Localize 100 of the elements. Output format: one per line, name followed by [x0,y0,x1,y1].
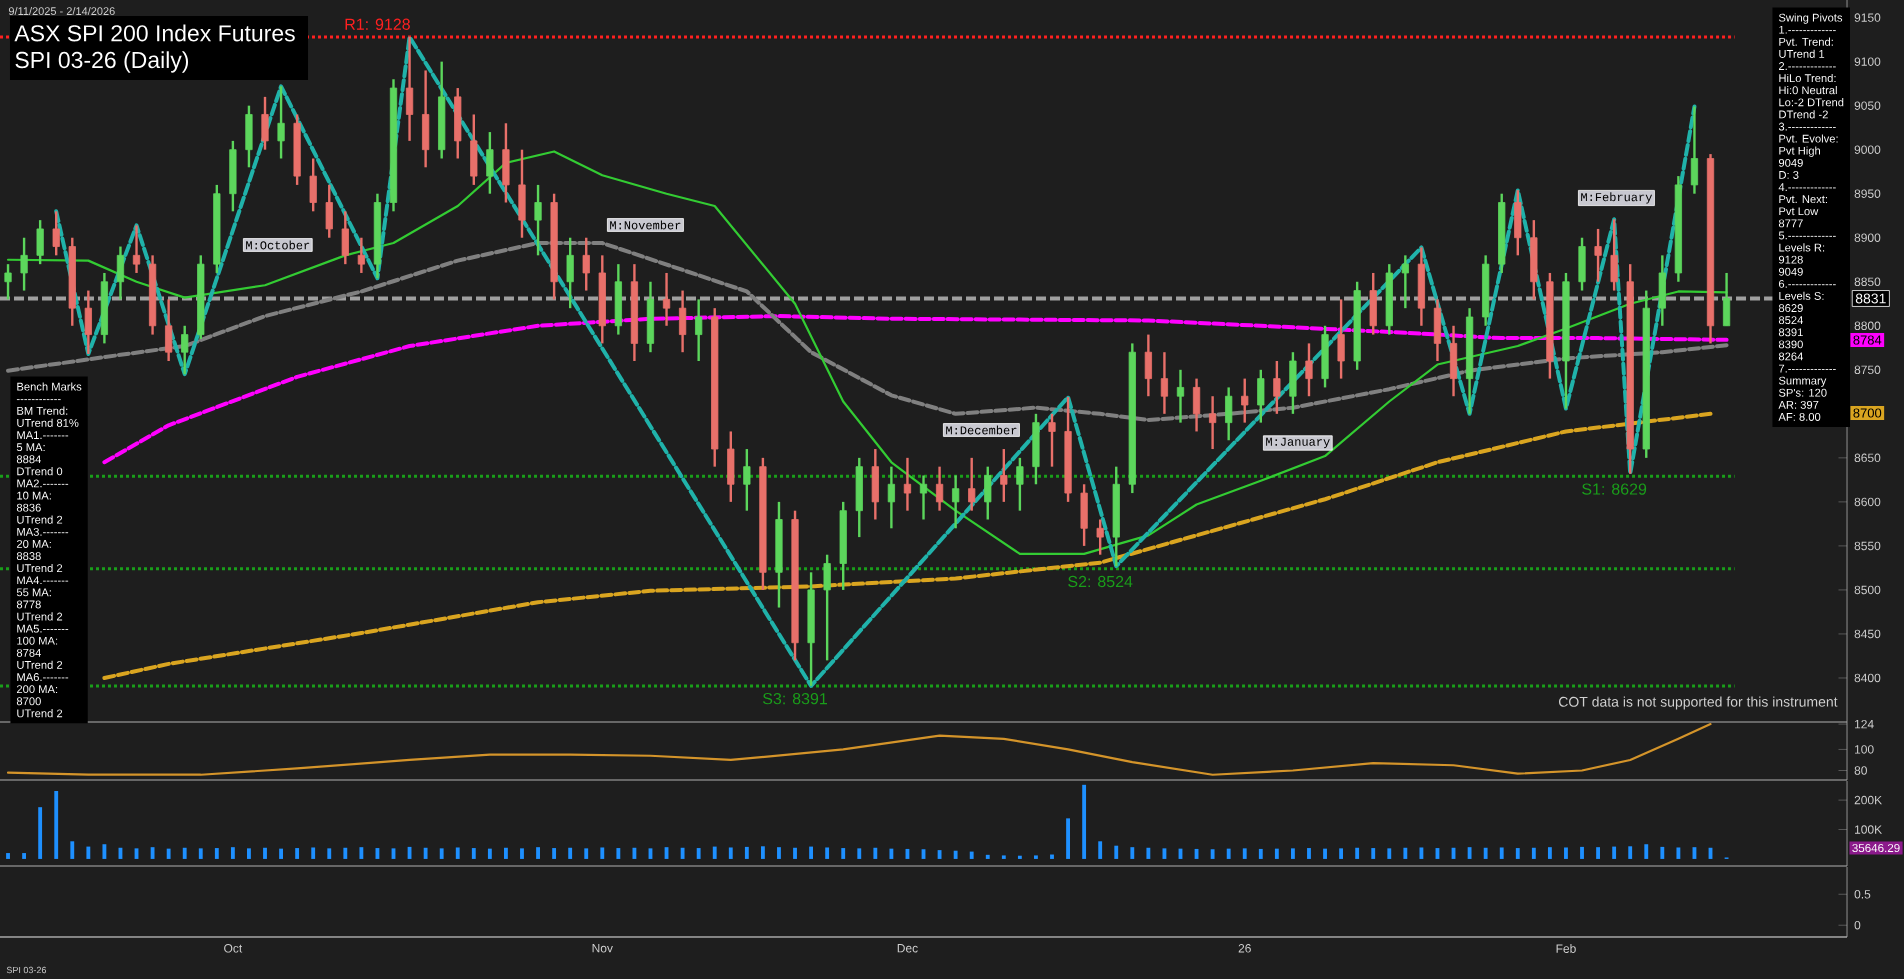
candlestick [1048,412,1056,468]
text: ASX SPI 200 Index Futures [14,24,295,42]
annotation: M:November [610,220,681,230]
annotation: MA3.------- [17,527,69,536]
annotation: MA6.------- [17,673,69,682]
candlestick [1160,351,1169,416]
y-tick-label: 124 [1855,719,1874,729]
bar [439,848,444,859]
candlestick [52,210,60,257]
annotation: 200 MA: [16,685,58,694]
line-series [6,723,1712,776]
text: 8700 [1853,408,1882,418]
bar [1082,784,1087,859]
annotation: 2.------------- [1778,62,1836,70]
candlestick [1176,368,1185,424]
bar [744,846,749,859]
x-tick-label: 26 [1238,944,1251,953]
bar [616,848,621,859]
y-tick-label: 8450 [1854,629,1881,639]
bar [520,848,524,859]
bar [777,847,781,859]
bar [1066,818,1070,859]
bar [1130,847,1135,859]
annotation: HiLo Trend: [1779,73,1836,83]
bar [487,848,492,859]
text: 35646.29 [1852,843,1900,853]
annotation: 8390 [1778,340,1803,349]
bar [568,847,573,859]
bar [1034,855,1038,859]
bar [1050,854,1054,859]
text: 8784 [1853,335,1882,345]
bar [1017,855,1022,859]
annotation: M:January [1266,437,1330,449]
candlestick [132,224,141,275]
y-tick-label: 0.5 [1854,890,1871,899]
y-tick-label: 100 [1855,745,1874,754]
bar [760,846,765,859]
bar [937,850,942,859]
bar [969,851,974,859]
bar [70,841,75,859]
bar [343,847,348,859]
bar [1531,847,1536,859]
candlestick [1096,518,1104,556]
ref-line-label: S2: 8524 [1068,575,1133,588]
bar [1612,846,1617,859]
bar [327,848,332,859]
candlestick [935,465,944,512]
annotation: DTrend -2 [1779,110,1828,119]
annotation: UTrend 2 [17,515,63,524]
bar [1146,847,1151,859]
annotation: 9/11/2025 - 2/14/2026 [8,6,115,16]
bar [247,848,251,859]
bar [985,854,990,859]
annotation: Hi:0 Neutral [1779,85,1837,95]
bar [1371,848,1376,859]
bar [1355,847,1360,859]
annotation: 7.------------- [1778,364,1836,373]
bar [825,847,830,859]
candlestick [181,324,189,376]
bar [1564,847,1568,859]
y-tick-label: 8900 [1854,233,1881,242]
candlestick [1305,342,1313,398]
annotation: MA2.------- [17,479,69,488]
ref-line-label: S1: 8629 [1582,483,1647,495]
annotation: 9049 [1778,158,1803,167]
bar [54,791,59,859]
annotation: UTrend 2 [17,709,63,718]
bar [600,847,605,859]
ref-line-label: R1: 9128 [345,18,410,30]
candlestick [1401,254,1409,310]
candlestick [534,183,542,257]
x-tick-label: Nov [592,944,613,953]
bar [1660,846,1665,859]
annotation: 6.------------- [1778,279,1836,288]
bar [1307,848,1311,859]
bar [38,807,43,859]
bar [1676,847,1681,859]
bar [696,848,701,859]
bar [102,844,107,859]
annotation: Pvt. Next: [1779,195,1827,204]
y-tick-label: 8400 [1854,673,1881,683]
bar [6,853,10,859]
y-tick-label: 9050 [1854,101,1881,110]
candlestick [952,474,960,530]
candlestick [1241,377,1249,424]
annotation: M:February [1581,192,1653,204]
text: Swing Pivots [1778,13,1843,24]
y-tick-label: 9100 [1854,57,1881,66]
annotation: MA1.------- [17,431,69,439]
bar [1210,849,1215,859]
candlestick [1209,395,1217,451]
bar [1114,845,1119,859]
candlestick [357,236,365,275]
annotation: COT data is not supported for this instrument [1559,696,1838,710]
y-tick-label: 8600 [1854,497,1881,507]
bar [214,848,219,859]
bar [1483,847,1488,859]
annotation: 8629 [1778,304,1803,312]
y-tick-label: 8800 [1854,321,1881,331]
annotation: UTrend 2 [17,563,63,573]
